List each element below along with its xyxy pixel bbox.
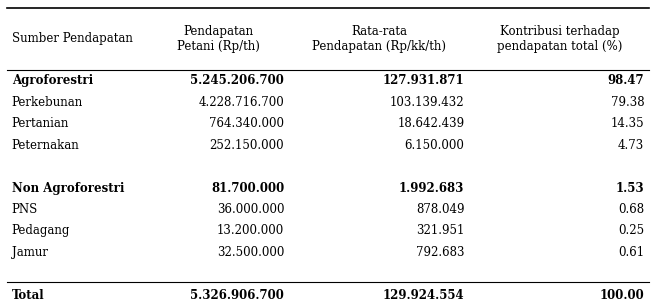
Text: Pertanian: Pertanian (12, 117, 69, 130)
Text: 321.951: 321.951 (416, 224, 464, 237)
Text: 5.245.206.700: 5.245.206.700 (190, 74, 284, 87)
Text: Non Agroforestri: Non Agroforestri (12, 181, 124, 195)
Text: 13.200.000: 13.200.000 (217, 224, 284, 237)
Text: Peternakan: Peternakan (12, 139, 79, 152)
Text: 81.700.000: 81.700.000 (211, 181, 284, 195)
Text: 764.340.000: 764.340.000 (209, 117, 284, 130)
Text: 6.150.000: 6.150.000 (404, 139, 464, 152)
Text: Pendapatan
Petani (Rp/th): Pendapatan Petani (Rp/th) (177, 25, 260, 53)
Text: 0.25: 0.25 (618, 224, 644, 237)
Text: 32.500.000: 32.500.000 (217, 246, 284, 259)
Text: 14.35: 14.35 (611, 117, 644, 130)
Text: 100.00: 100.00 (600, 289, 644, 302)
Text: Pedagang: Pedagang (12, 224, 70, 237)
Text: Kontribusi terhadap
pendapatan total (%): Kontribusi terhadap pendapatan total (%) (497, 25, 622, 53)
Text: 878.049: 878.049 (416, 203, 464, 216)
Text: 98.47: 98.47 (607, 74, 644, 87)
Text: 4.228.716.700: 4.228.716.700 (199, 96, 284, 109)
Text: 792.683: 792.683 (416, 246, 464, 259)
Text: Rata-rata
Pendapatan (Rp/kk/th): Rata-rata Pendapatan (Rp/kk/th) (312, 25, 447, 53)
Text: 0.61: 0.61 (618, 246, 644, 259)
Text: Total: Total (12, 289, 45, 302)
Text: 36.000.000: 36.000.000 (216, 203, 284, 216)
Text: PNS: PNS (12, 203, 38, 216)
Text: Agroforestri: Agroforestri (12, 74, 93, 87)
Text: Perkebunan: Perkebunan (12, 96, 83, 109)
Text: 5.326.906.700: 5.326.906.700 (190, 289, 284, 302)
Text: 18.642.439: 18.642.439 (397, 117, 464, 130)
Text: 127.931.871: 127.931.871 (382, 74, 464, 87)
Text: Sumber Pendapatan: Sumber Pendapatan (12, 32, 133, 45)
Text: 129.924.554: 129.924.554 (382, 289, 464, 302)
Text: 1.992.683: 1.992.683 (399, 181, 464, 195)
Text: 79.38: 79.38 (611, 96, 644, 109)
Text: 4.73: 4.73 (618, 139, 644, 152)
Text: 1.53: 1.53 (616, 181, 644, 195)
Text: 103.139.432: 103.139.432 (390, 96, 464, 109)
Text: Jamur: Jamur (12, 246, 48, 259)
Text: 0.68: 0.68 (618, 203, 644, 216)
Text: 252.150.000: 252.150.000 (210, 139, 284, 152)
